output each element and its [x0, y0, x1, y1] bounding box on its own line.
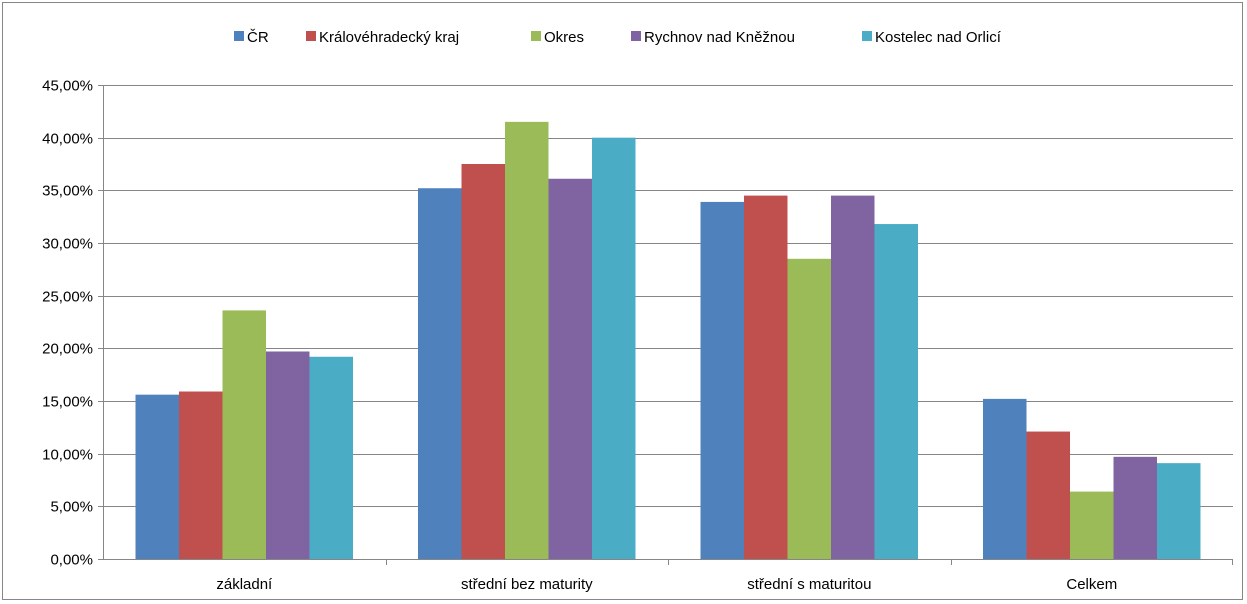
bar [875, 224, 919, 559]
bar [744, 196, 788, 559]
y-tick-label: 40,00% [42, 131, 93, 148]
x-tick-label: základní [216, 576, 273, 593]
bar [179, 392, 223, 559]
bar [1027, 432, 1071, 559]
x-tick-label: Celkem [1066, 576, 1117, 593]
bar [136, 395, 180, 559]
legend-label: Okres [544, 29, 584, 46]
y-tick-label: 5,00% [50, 499, 93, 516]
bar [983, 399, 1027, 559]
bar [1114, 457, 1158, 559]
y-tick-label: 45,00% [42, 78, 93, 95]
legend-label: Rychnov nad Kněžnou [644, 29, 795, 46]
legend-label: Královéhradecký kraj [319, 29, 459, 46]
bar [505, 122, 549, 559]
legend-label: Kostelec nad Orlicí [875, 29, 1002, 46]
legend-swatch [531, 31, 541, 41]
bar [223, 310, 267, 559]
bar [266, 351, 310, 559]
y-tick-label: 30,00% [42, 236, 93, 253]
y-tick-label: 25,00% [42, 289, 93, 306]
bar [418, 188, 462, 559]
bar [788, 259, 832, 559]
y-tick-label: 20,00% [42, 341, 93, 358]
legend-swatch [862, 31, 872, 41]
y-tick-label: 35,00% [42, 183, 93, 200]
bar [592, 138, 636, 559]
legend-swatch [631, 31, 641, 41]
legend-label: ČR [247, 29, 269, 46]
y-tick-label: 10,00% [42, 447, 93, 464]
bar [701, 202, 745, 559]
bar [310, 357, 354, 559]
x-tick-label: střední s maturitou [747, 576, 871, 593]
y-tick-label: 0,00% [50, 552, 93, 569]
bar [831, 196, 875, 559]
bar [549, 179, 593, 559]
x-tick-label: střední bez maturity [461, 576, 593, 593]
y-tick-label: 15,00% [42, 394, 93, 411]
bar [462, 164, 506, 559]
bar [1070, 492, 1114, 559]
bar [1157, 463, 1201, 559]
legend-swatch [234, 31, 244, 41]
legend-swatch [306, 31, 316, 41]
